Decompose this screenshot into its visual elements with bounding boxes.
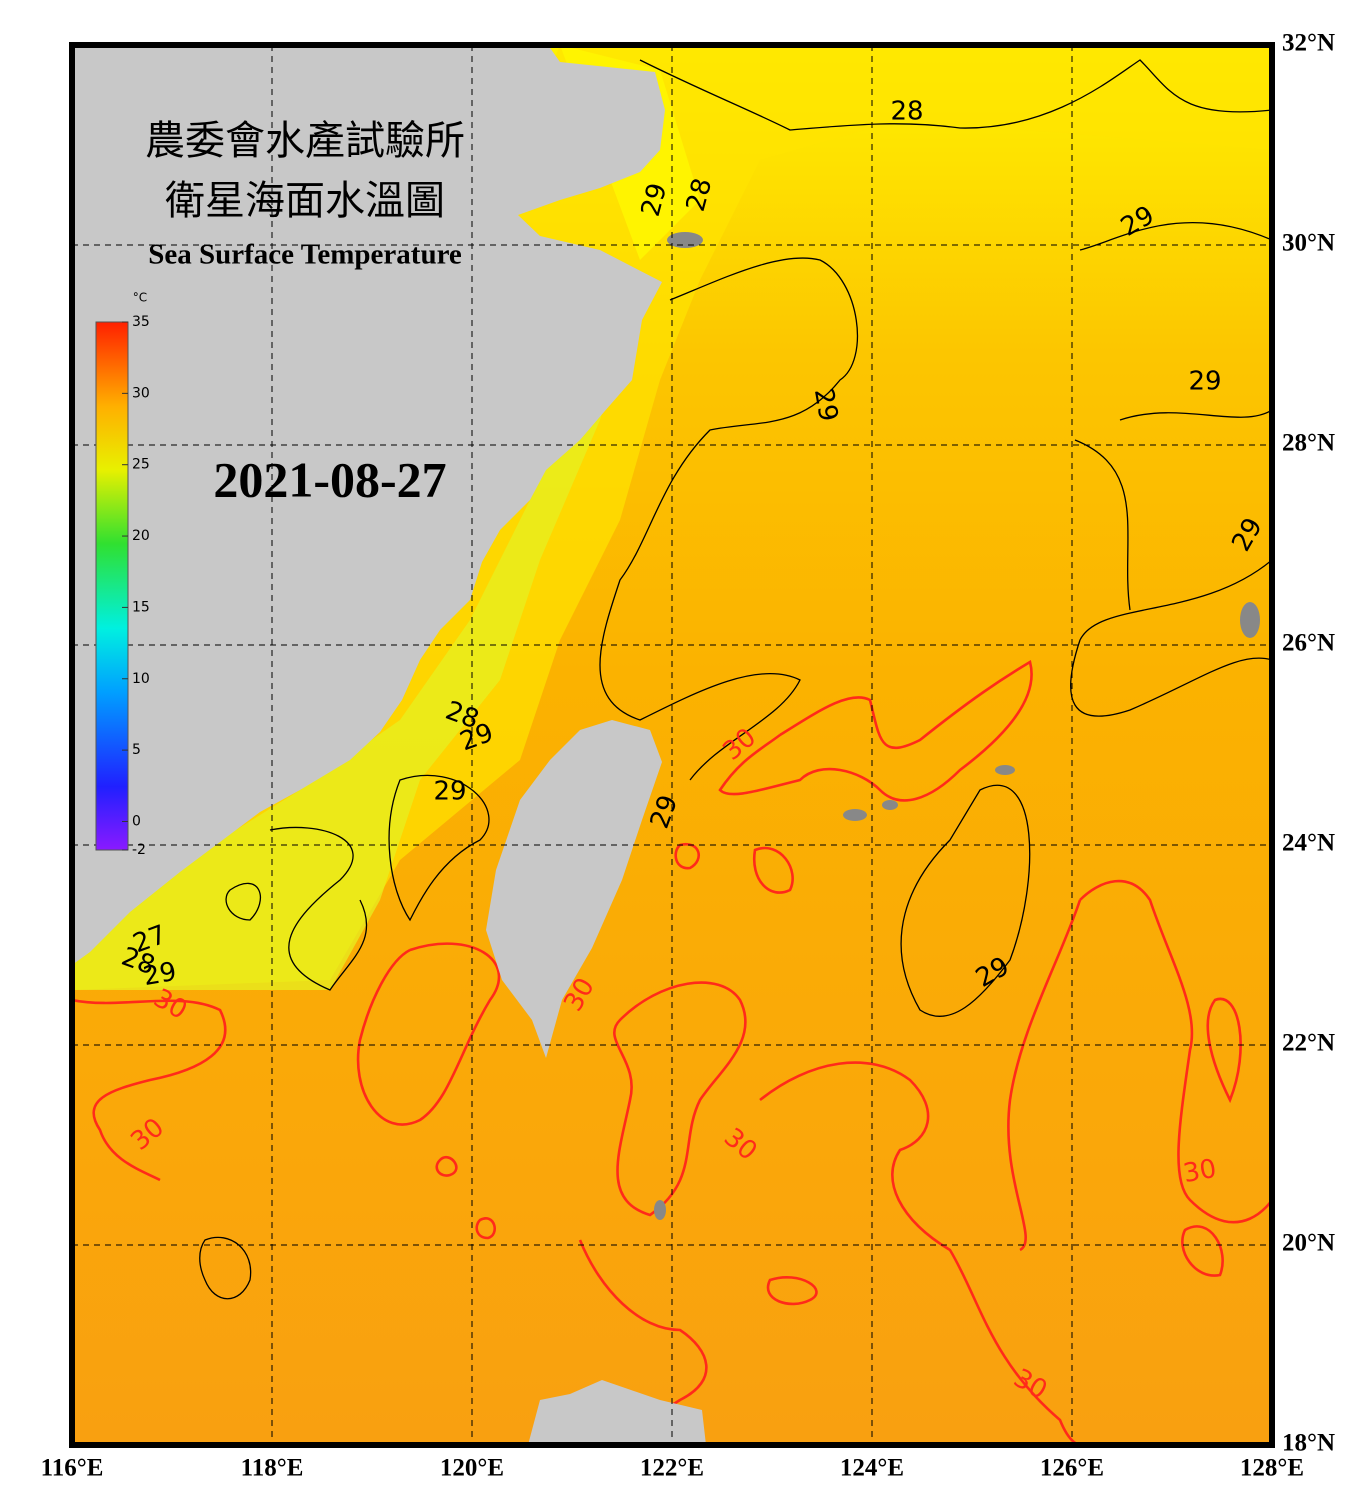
contour-label: 29 xyxy=(1188,367,1221,397)
colorbar-tick-label: 35 xyxy=(132,314,150,330)
contour-label: 29 xyxy=(433,777,466,807)
graticule xyxy=(72,45,1272,1445)
lat-label: 28°N xyxy=(1282,430,1335,457)
lon-label: 120°E xyxy=(440,1455,504,1482)
lon-label: 122°E xyxy=(640,1455,704,1482)
lon-label: 118°E xyxy=(241,1455,304,1482)
title-en: Sea Surface Temperature xyxy=(148,239,462,271)
lat-label: 30°N xyxy=(1282,230,1335,257)
contour-label: 28 xyxy=(890,97,923,127)
lat-label: 18°N xyxy=(1282,1430,1335,1457)
colorbar xyxy=(95,321,129,851)
china-land xyxy=(72,45,665,965)
lat-label: 22°N xyxy=(1282,1030,1335,1057)
lon-label: 126°E xyxy=(1040,1455,1104,1482)
lon-label: 116°E xyxy=(41,1455,104,1482)
colorbar-tick-label: 10 xyxy=(132,671,150,687)
islands xyxy=(654,232,1260,1220)
luzon-land xyxy=(528,1380,706,1445)
lat-label: 24°N xyxy=(1282,830,1335,857)
coastal-cool-zone xyxy=(72,300,640,990)
taiwan-land xyxy=(486,720,662,1058)
colorbar-tick-label: 30 xyxy=(132,385,150,401)
colorbar-tick-label: -2 xyxy=(132,842,146,858)
title-zh: 衛星海面水溫圖 xyxy=(165,178,445,223)
map-body xyxy=(72,45,1272,1445)
lat-label: 32°N xyxy=(1282,30,1335,57)
lon-label: 124°E xyxy=(840,1455,904,1482)
black-contours xyxy=(199,59,1272,1300)
lat-label: 20°N xyxy=(1282,1230,1335,1257)
date: 2021-08-27 xyxy=(213,451,446,507)
colorbar-tick-label: 20 xyxy=(132,528,150,544)
lat-label: 26°N xyxy=(1282,630,1335,657)
colorbar-tick-label: 0 xyxy=(132,813,141,829)
red-contours xyxy=(72,659,1272,1445)
colorbar-tick-label: 25 xyxy=(132,457,150,473)
contour-label: 29 xyxy=(141,957,179,992)
lon-label: 128°E xyxy=(1240,1455,1304,1482)
colorbar-tick-label: 15 xyxy=(132,599,150,615)
map-frame xyxy=(69,42,1275,1448)
title-zh: 農委會水產試驗所 xyxy=(145,118,465,163)
colorbar-tick-label: 5 xyxy=(132,742,141,758)
colorbar-unit: °C xyxy=(133,291,147,305)
contour-label: 30 xyxy=(1181,1154,1219,1189)
contour-label: 29 xyxy=(808,386,843,424)
